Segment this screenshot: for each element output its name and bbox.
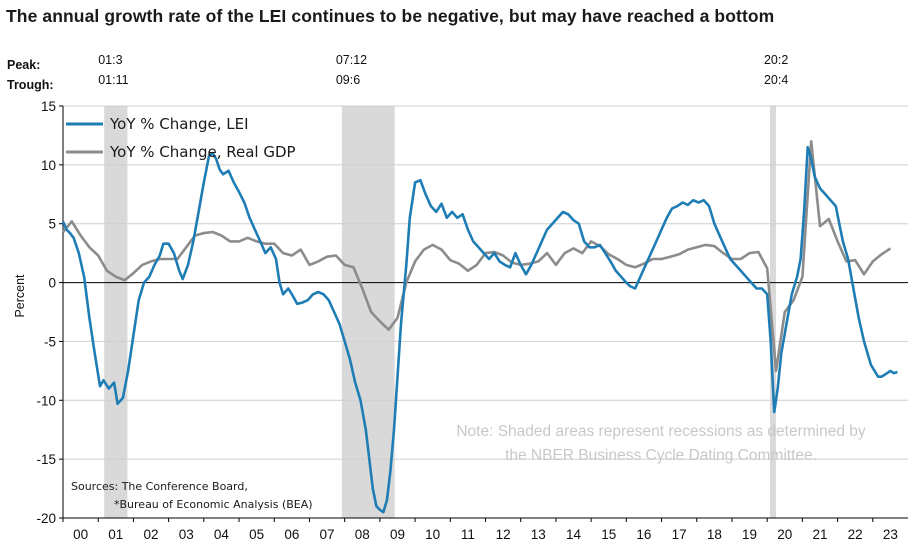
x-tick-label: 17 (672, 527, 687, 542)
series-line-lei (61, 145, 898, 514)
x-tick-label: 02 (144, 527, 159, 542)
legend-entry: YoY % Change, LEI (109, 115, 249, 133)
recession-note: Note: Shaded areas represent recessions … (456, 423, 866, 440)
x-tick-label: 06 (284, 527, 299, 542)
gridlines (63, 105, 908, 460)
x-tick-label: 21 (812, 527, 827, 542)
recession-trough-label: 09:6 (336, 73, 360, 87)
legend-entry: YoY % Change, Real GDP (109, 143, 296, 161)
x-tick-label: 11 (461, 527, 475, 542)
x-tick-label: 14 (566, 527, 582, 542)
recession-trough-label: 01:11 (98, 73, 128, 87)
x-tick-label: 13 (531, 527, 546, 542)
legend: YoY % Change, LEI YoY % Change, Real GDP (66, 115, 296, 161)
x-tick-label: 04 (214, 527, 230, 542)
x-tick-label: 12 (496, 527, 511, 542)
y-axis-label: Percent (13, 274, 27, 318)
recession-band-3 (769, 106, 776, 518)
x-tick-label: 15 (601, 527, 616, 542)
y-tick-label: 0 (48, 276, 56, 291)
x-tick-label: 20 (777, 527, 792, 542)
recession-note: the NBER Business Cycle Dating Committee… (505, 447, 817, 464)
sources-line: Sources: The Conference Board, (71, 480, 248, 493)
trough-label: Trough: (7, 78, 54, 92)
sources-line: *Bureau of Economic Analysis (BEA) (114, 498, 313, 511)
recession-peak-label: 07:12 (336, 53, 367, 67)
y-tick-label: -20 (36, 511, 56, 526)
x-tick-label: 09 (390, 527, 405, 542)
peak-label: Peak: (7, 58, 41, 72)
x-tick-label: 08 (355, 527, 370, 542)
recession-band-1 (104, 106, 128, 518)
x-tick-label: 05 (249, 527, 264, 542)
chart-title: The annual growth rate of the LEI contin… (6, 6, 775, 26)
y-tick-label: 5 (48, 217, 56, 232)
x-tick-label: 22 (848, 527, 863, 542)
recession-trough-label: 20:4 (764, 73, 788, 87)
y-tick-label: 10 (41, 158, 56, 173)
x-tick-label: 03 (179, 527, 194, 542)
x-tick-label: 23 (883, 527, 898, 542)
y-tick-label: -15 (36, 452, 56, 467)
x-tick-label: 01 (108, 527, 123, 542)
y-tick-label: 15 (41, 99, 56, 114)
series-line-real-gdp (61, 140, 892, 373)
y-tick-label: -10 (36, 393, 56, 408)
annotations: 01:3 01:11 07:12 09:6 20:2 20:4 Note: Shaded a… (71, 53, 866, 511)
recession-peak-label: 01:3 (98, 53, 122, 67)
x-tick-label: 10 (425, 527, 440, 542)
recession-peak-label: 20:2 (764, 53, 788, 67)
y-tick-label: -5 (44, 334, 56, 349)
x-tick-label: 07 (320, 527, 335, 542)
x-tick-label: 19 (742, 527, 757, 542)
series-lines (61, 140, 898, 514)
axes: 15 10 5 0 -5 -10 -15 -20 00 01 02 03 04 05 06 07 08 09 10 1… (13, 99, 908, 542)
x-tick-label: 16 (636, 527, 651, 542)
x-tick-label: 18 (707, 527, 722, 542)
x-tick-label: 00 (73, 527, 88, 542)
